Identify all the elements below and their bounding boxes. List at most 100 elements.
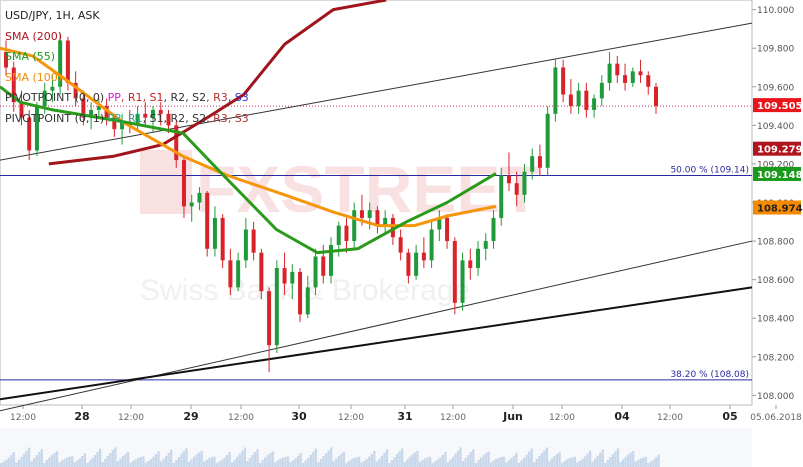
volume-bar [45, 460, 48, 467]
volume-bar [408, 456, 411, 467]
volume-bar [111, 450, 114, 467]
legend-sma100[interactable]: SMA (100) [5, 70, 63, 84]
candle-body [166, 113, 171, 126]
legend-pivot-0[interactable]: PIVOTPOINT (0, 0) PP, R1, S1, R2, S2, R3… [5, 88, 249, 109]
volume-bar [632, 451, 635, 467]
candle-body [151, 109, 156, 118]
x-tick-label: 31 [397, 410, 412, 423]
fib-level-label: 38.20 % (108.08) [670, 370, 749, 380]
volume-bar [380, 455, 384, 467]
legend-pivot-item: , S2 [185, 91, 207, 104]
volume-bar [157, 451, 160, 467]
volume-bar [22, 453, 26, 467]
volume-bar [38, 452, 41, 467]
volume-bar [243, 447, 246, 467]
volume-bar [86, 463, 89, 467]
candle-body [599, 82, 604, 99]
volume-bar [279, 458, 282, 467]
legend-pivot-item: , R2 [163, 91, 186, 104]
volume-bar [396, 454, 399, 467]
candle-body [359, 210, 364, 218]
volume-bar [213, 456, 216, 467]
x-tick-label: 12:00 [338, 413, 364, 423]
price-tag: 108.974 [753, 200, 803, 215]
volume-bar [411, 454, 414, 467]
volume-bar [289, 462, 292, 467]
volume-bar [159, 461, 163, 467]
volume-bar [578, 460, 582, 467]
volume-bar [302, 463, 305, 467]
volume-bar [484, 453, 488, 467]
volume-bar [27, 447, 31, 467]
y-tick-label: 108.600 [757, 276, 794, 286]
candle-body [27, 117, 32, 151]
volume-bar [5, 459, 8, 467]
candle-body [483, 241, 488, 249]
volume-bar [489, 462, 493, 467]
volume-bar [312, 451, 315, 467]
volume-bar [195, 454, 198, 467]
volume-bar [512, 455, 516, 467]
volume-bar [540, 453, 543, 467]
candle-body [274, 268, 279, 346]
volume-bar [0, 463, 3, 467]
volume-bar [175, 460, 178, 467]
volume-bar [185, 448, 188, 467]
volume-bar [309, 454, 312, 467]
legend-pivot-item: , R2 [163, 111, 186, 125]
volume-bar [121, 455, 125, 467]
candle-body [615, 63, 620, 76]
volume-bar [12, 452, 15, 467]
volume-bar [78, 458, 81, 467]
volume-bar [144, 462, 147, 467]
volume-bar [583, 456, 587, 467]
volume-bar [33, 458, 36, 467]
volume-bar [96, 451, 99, 467]
volume-bar [231, 462, 234, 467]
volume-bar [228, 452, 231, 467]
legend-pivot-1[interactable]: PIVOTPOINT (0, 1) PP, R1, S1, R2, S2, R3… [5, 109, 249, 130]
candle-body [290, 271, 295, 284]
volume-bar [426, 457, 429, 467]
candle-body [522, 171, 527, 195]
volume-bar [568, 458, 571, 467]
candle-body [336, 225, 341, 245]
volume-bar [172, 463, 175, 467]
candle-body [452, 241, 457, 303]
volume-bar [558, 452, 561, 467]
volume-bar [241, 450, 244, 467]
candle-body [545, 113, 550, 168]
candle-body [654, 86, 658, 107]
volume-bar [190, 459, 193, 467]
volume-bar [170, 449, 173, 467]
volume-bar [274, 462, 277, 467]
candle-body [251, 229, 256, 253]
volume-bar [352, 457, 356, 467]
candle-body [174, 125, 179, 161]
candle-body [89, 109, 94, 118]
volume-bar [208, 458, 211, 467]
volume-bar [291, 460, 295, 467]
x-tick-label: 28 [74, 410, 89, 423]
volume-bar [101, 462, 104, 467]
y-tick-label: 109.800 [757, 45, 794, 55]
candle-body [445, 217, 450, 242]
volume-bar [322, 456, 325, 467]
volume-bar [431, 463, 434, 467]
candle-body [630, 71, 635, 83]
volume-bar [566, 459, 569, 467]
legend-sma55[interactable]: SMA (55) [5, 50, 56, 63]
volume-bar [418, 461, 422, 467]
volume-bar [439, 457, 442, 467]
legend-sma200[interactable]: SMA (200) [5, 29, 63, 43]
volume-bar [637, 459, 640, 467]
volume-bar [137, 457, 140, 467]
volume-bar [2, 461, 5, 467]
volume-bar [347, 460, 351, 467]
candle-body [243, 229, 248, 261]
legend-pivot-0-items: PP, R1, S1, R2, S2, R3, S3 [108, 91, 249, 104]
candle-body [607, 63, 612, 83]
volume-bar [505, 462, 508, 467]
